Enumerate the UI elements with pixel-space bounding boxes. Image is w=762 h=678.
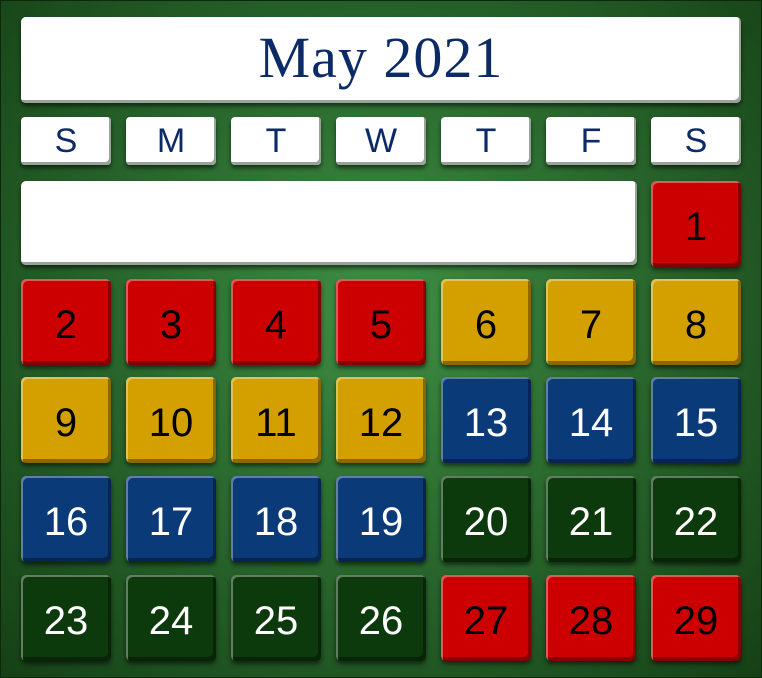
day-cell-26[interactable]: 26 (336, 575, 426, 661)
day-number: 8 (684, 302, 708, 347)
day-cell-24[interactable]: 24 (126, 575, 216, 661)
day-cell-20[interactable]: 20 (441, 476, 531, 562)
weekday-header-tuesday: T (231, 117, 321, 165)
day-cell-9[interactable]: 9 (21, 377, 111, 463)
day-number: 17 (148, 499, 194, 544)
day-cell-10[interactable]: 10 (126, 377, 216, 463)
day-cell-5[interactable]: 5 (336, 279, 426, 365)
day-cell-17[interactable]: 17 (126, 476, 216, 562)
day-cell-14[interactable]: 14 (546, 377, 636, 463)
day-number: 7 (579, 302, 603, 347)
day-number: 24 (148, 598, 194, 643)
empty-leading-days (21, 181, 637, 265)
day-number: 3 (159, 302, 183, 347)
day-number: 22 (673, 499, 719, 544)
day-number: 29 (673, 598, 719, 643)
day-number: 15 (673, 400, 719, 445)
day-cell-18[interactable]: 18 (231, 476, 321, 562)
day-cell-7[interactable]: 7 (546, 279, 636, 365)
day-cell-3[interactable]: 3 (126, 279, 216, 365)
day-cell-19[interactable]: 19 (336, 476, 426, 562)
day-cell-21[interactable]: 21 (546, 476, 636, 562)
day-cell-6[interactable]: 6 (441, 279, 531, 365)
weekday-header-sunday: S (21, 117, 111, 165)
day-cell-28[interactable]: 28 (546, 575, 636, 661)
day-cell-4[interactable]: 4 (231, 279, 321, 365)
day-cell-29[interactable]: 29 (651, 575, 741, 661)
day-number: 16 (43, 499, 89, 544)
day-number: 13 (463, 400, 509, 445)
day-number: 28 (568, 598, 614, 643)
day-number: 6 (474, 302, 498, 347)
day-number: 25 (253, 598, 299, 643)
weekday-header-thursday: T (441, 117, 531, 165)
weekday-header-wednesday: W (336, 117, 426, 165)
day-number: 26 (358, 598, 404, 643)
day-number: 11 (255, 400, 297, 445)
day-number: 21 (568, 499, 614, 544)
day-number: 9 (54, 400, 78, 445)
weekday-header-friday: F (546, 117, 636, 165)
day-number: 23 (43, 598, 89, 643)
day-cell-12[interactable]: 12 (336, 377, 426, 463)
day-number: 19 (358, 499, 404, 544)
day-cell-22[interactable]: 22 (651, 476, 741, 562)
weekday-header-monday: M (126, 117, 216, 165)
day-cell-8[interactable]: 8 (651, 279, 741, 365)
day-cell-11[interactable]: 11 (231, 377, 321, 463)
day-cell-2[interactable]: 2 (21, 279, 111, 365)
day-number: 20 (463, 499, 509, 544)
day-cell-1[interactable]: 1 (651, 181, 741, 267)
month-title: May 2021 (258, 25, 504, 90)
month-title-bar: May 2021 (21, 17, 741, 103)
day-number: 1 (684, 204, 708, 249)
day-cell-15[interactable]: 15 (651, 377, 741, 463)
day-number: 12 (358, 400, 404, 445)
day-number: 27 (463, 598, 509, 643)
day-cell-25[interactable]: 25 (231, 575, 321, 661)
day-cell-16[interactable]: 16 (21, 476, 111, 562)
day-number: 14 (568, 400, 614, 445)
day-number: 5 (369, 302, 393, 347)
day-number: 18 (253, 499, 299, 544)
day-cell-23[interactable]: 23 (21, 575, 111, 661)
day-cell-27[interactable]: 27 (441, 575, 531, 661)
day-number: 4 (264, 302, 288, 347)
day-number: 2 (54, 302, 78, 347)
day-cell-13[interactable]: 13 (441, 377, 531, 463)
day-number: 10 (148, 400, 194, 445)
weekday-header-saturday: S (651, 117, 741, 165)
